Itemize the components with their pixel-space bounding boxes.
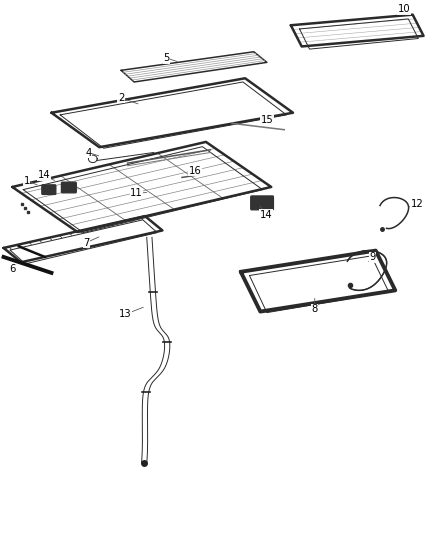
FancyBboxPatch shape: [251, 196, 273, 210]
Text: 8: 8: [311, 304, 318, 314]
Text: 4: 4: [85, 148, 92, 158]
Text: 14: 14: [38, 171, 50, 180]
Text: 11: 11: [130, 188, 143, 198]
FancyBboxPatch shape: [42, 185, 56, 195]
Text: 14: 14: [260, 209, 272, 220]
Text: 16: 16: [189, 166, 201, 176]
FancyBboxPatch shape: [61, 182, 76, 193]
Text: 13: 13: [119, 309, 132, 319]
Text: 10: 10: [398, 4, 410, 14]
Text: 7: 7: [83, 238, 89, 248]
Text: 15: 15: [261, 115, 273, 125]
Text: 1: 1: [24, 175, 30, 185]
Text: 5: 5: [163, 53, 170, 63]
Text: 2: 2: [118, 93, 124, 103]
Text: 6: 6: [9, 264, 15, 273]
Text: 12: 12: [411, 199, 424, 209]
Text: 9: 9: [369, 253, 375, 262]
